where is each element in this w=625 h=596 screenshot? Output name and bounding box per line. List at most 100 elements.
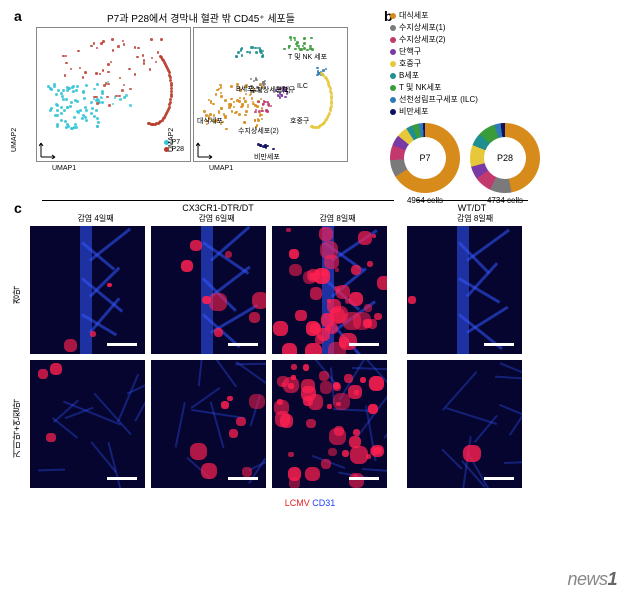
scatter-blob bbox=[117, 45, 120, 48]
scatter-blob bbox=[257, 119, 260, 122]
scatter-blob bbox=[147, 122, 150, 125]
vessel bbox=[362, 468, 387, 474]
scatter-blob bbox=[129, 104, 132, 107]
scatter-blob bbox=[90, 45, 93, 48]
legend-text: B세포 bbox=[399, 70, 419, 81]
vessel bbox=[89, 267, 120, 298]
legend-text: 대식세포 bbox=[399, 10, 428, 21]
microscopy-cell bbox=[272, 226, 387, 354]
lcmv-signal bbox=[288, 452, 293, 457]
scatter-blob bbox=[77, 50, 80, 53]
cluster-label: 수지상세포(2) bbox=[238, 126, 279, 136]
lcmv-signal bbox=[209, 293, 227, 311]
scatter-blob bbox=[97, 121, 100, 124]
legend-item: 대식세포 bbox=[390, 10, 610, 21]
vessel bbox=[442, 371, 477, 411]
scatter-blob bbox=[264, 80, 267, 83]
scatter-blob bbox=[56, 109, 59, 112]
panel-a: P7과 P28에서 경막내 혈관 밖 CD45⁺ 세포들 P7P28 UMAP2… bbox=[36, 10, 366, 162]
legend-dot-icon bbox=[390, 97, 396, 103]
scatter-blob bbox=[83, 97, 86, 100]
vessel bbox=[442, 449, 463, 470]
legend-item: 수지상세포(1) bbox=[390, 22, 610, 33]
legend-item: T 및 NK세포 bbox=[390, 82, 610, 93]
scatter-blob bbox=[75, 126, 78, 129]
legend-dot-icon bbox=[390, 13, 396, 19]
lcmv-signal bbox=[221, 401, 229, 409]
axis-y-label: UMAP2 bbox=[11, 128, 18, 152]
scatter-blob bbox=[261, 55, 264, 58]
vessel bbox=[466, 229, 510, 262]
row-label-0: 경막 bbox=[10, 230, 30, 360]
vessel bbox=[205, 360, 237, 387]
scatter-blob bbox=[119, 77, 122, 80]
scatter-blob bbox=[283, 48, 286, 51]
lcmv-signal bbox=[277, 399, 282, 404]
lcmv-signal bbox=[291, 364, 297, 370]
col-header: 감염 6일째 bbox=[159, 213, 274, 224]
scatter-blob bbox=[75, 89, 78, 92]
scale-bar-icon bbox=[484, 343, 514, 346]
scatter-blob bbox=[96, 83, 99, 86]
lcmv-signal bbox=[225, 251, 232, 258]
donut-chart: P28 bbox=[470, 123, 540, 193]
scatter-blob bbox=[65, 98, 68, 101]
legend-text: 비만세포 bbox=[399, 106, 428, 117]
scatter-blob bbox=[125, 94, 128, 97]
lcmv-signal bbox=[319, 227, 333, 241]
donut-row: P74964 cellsP284734 cells bbox=[390, 123, 610, 205]
scatter-blob bbox=[303, 42, 306, 45]
scatter-blob bbox=[249, 51, 252, 54]
scatter-blob bbox=[225, 128, 228, 131]
scatter-blob bbox=[106, 96, 109, 99]
scatter-blob bbox=[49, 87, 52, 90]
legend-item: 선천성림프구세포 (ILC) bbox=[390, 94, 610, 105]
watermark-suffix: 1 bbox=[607, 569, 617, 589]
scatter-blob bbox=[230, 85, 233, 88]
scatter-blob bbox=[56, 125, 59, 128]
lcmv-signal bbox=[321, 270, 328, 277]
scatter-blob bbox=[136, 56, 139, 59]
scatter-blob bbox=[325, 68, 328, 71]
scatter-blob bbox=[310, 37, 313, 40]
lcmv-signal bbox=[408, 296, 416, 304]
scatter-blob bbox=[150, 38, 153, 41]
donut-wrap: P284734 cells bbox=[470, 123, 540, 205]
row-label-1: 거미막+연질막 bbox=[10, 363, 30, 493]
scatter-blob bbox=[264, 101, 267, 104]
lcmv-signal bbox=[46, 433, 55, 442]
lcmv-signal bbox=[320, 241, 338, 259]
scatter-blob bbox=[50, 107, 53, 110]
scatter-blob bbox=[260, 98, 263, 101]
scatter-blob bbox=[101, 92, 104, 95]
scatter-blob bbox=[112, 103, 115, 106]
lcmv-signal bbox=[328, 342, 345, 354]
donut-center-label: P28 bbox=[497, 153, 513, 163]
lcmv-signal bbox=[368, 404, 378, 414]
lcmv-signal bbox=[236, 417, 245, 426]
scatter-blob bbox=[303, 37, 306, 40]
lcmv-signal bbox=[288, 383, 294, 389]
lcmv-signal bbox=[327, 299, 331, 303]
scatter-blob bbox=[254, 119, 257, 122]
legend-item: 호중구 bbox=[390, 58, 610, 69]
legend-dot-icon bbox=[390, 73, 396, 79]
scatter-blob bbox=[241, 103, 244, 106]
c-column bbox=[30, 226, 145, 496]
lcmv-signal bbox=[349, 292, 364, 307]
col-header: 감염 4일째 bbox=[38, 213, 153, 224]
lcmv-signal bbox=[320, 381, 332, 393]
scatter-blob bbox=[306, 49, 309, 52]
legend-text: 선천성림프구세포 (ILC) bbox=[399, 94, 478, 105]
panel-b: 대식세포수지상세포(1)수지상세포(2)단핵구호중구B세포T 및 NK세포선천성… bbox=[390, 10, 610, 205]
lcmv-signal bbox=[354, 390, 359, 395]
scatter-blob bbox=[245, 110, 248, 113]
scatter-blob bbox=[284, 96, 287, 99]
lcmv-signal bbox=[249, 394, 265, 410]
lcmv-signal bbox=[335, 268, 339, 272]
scatter-blob bbox=[114, 96, 117, 99]
scatter-blob bbox=[112, 49, 115, 52]
scatter-blob bbox=[241, 47, 244, 50]
scale-bar-icon bbox=[107, 343, 137, 346]
legend-item: B세포 bbox=[390, 70, 610, 81]
